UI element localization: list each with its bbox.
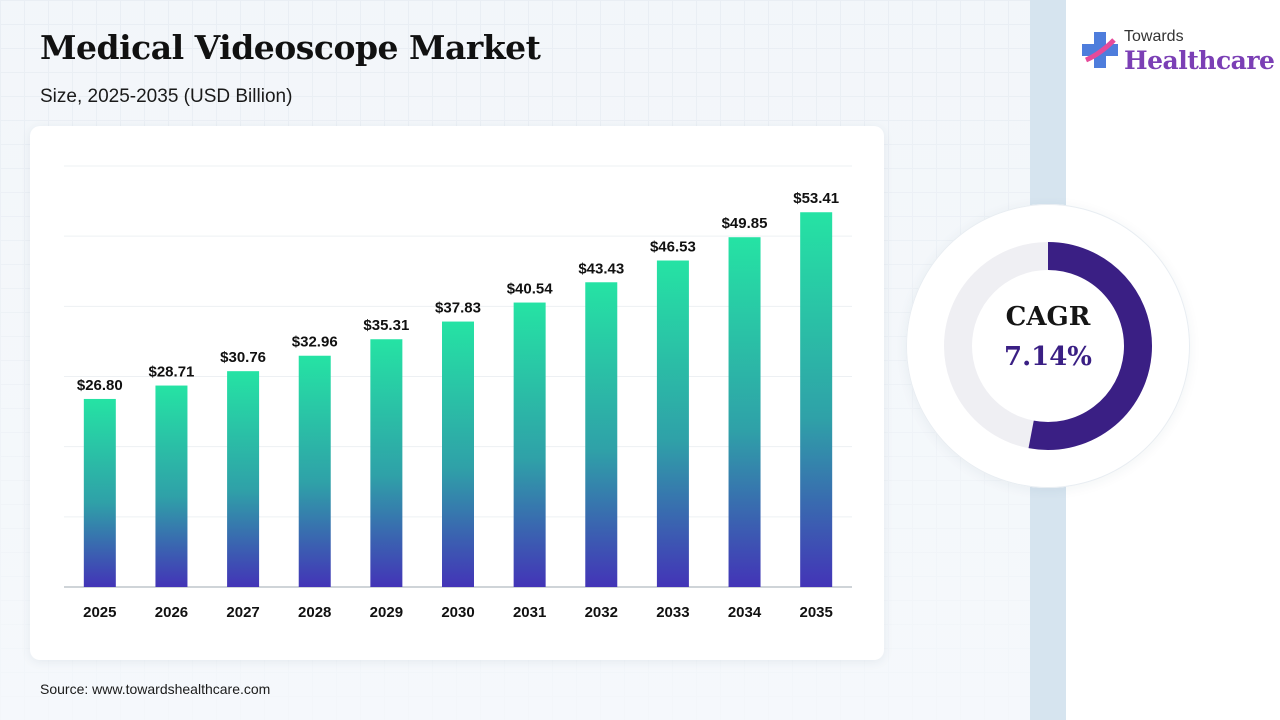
bar-2025 [83, 398, 116, 587]
chart-title: Medical Videoscope Market [40, 28, 541, 67]
x-tick-2033: 2033 [656, 604, 689, 621]
value-label-2026: $28.71 [149, 364, 195, 381]
cagr-value: 7.14% [1003, 342, 1093, 372]
bar-2029 [370, 339, 403, 587]
value-labels: $26.80 $28.71 $30.76 $32.96 $35.31 $37.83 $40.… [77, 190, 839, 394]
cagr-donut-arc [1028, 242, 1152, 450]
bar-2030 [442, 321, 474, 587]
bar-2026 [155, 385, 188, 587]
value-label-2034: $49.85 [722, 215, 768, 232]
value-label-2030: $37.83 [435, 300, 481, 317]
bar-2031 [513, 302, 546, 587]
x-tick-2031: 2031 [513, 604, 546, 621]
bar-chart: $26.80 $28.71 $30.76 $32.96 $35.31 $37.83 $40.… [64, 165, 852, 621]
value-label-2025: $26.80 [77, 377, 123, 394]
bar-2033 [656, 260, 689, 587]
x-tick-2028: 2028 [298, 604, 331, 621]
cross-logo-icon [1082, 32, 1118, 68]
value-label-2029: $35.31 [363, 317, 409, 334]
value-label-2027: $30.76 [220, 349, 266, 366]
chart-card: $26.80 $28.71 $30.76 $32.96 $35.31 $37.83 $40.… [30, 126, 884, 660]
x-tick-2029: 2029 [370, 604, 403, 621]
x-tick-labels: 2025 2026 2027 2028 2029 2030 2031 2032 2033 2034… [83, 604, 833, 621]
cagr-label: CAGR [1005, 302, 1091, 332]
x-tick-2026: 2026 [155, 604, 188, 621]
value-label-2028: $32.96 [292, 334, 338, 351]
x-tick-2034: 2034 [728, 604, 762, 621]
chart-subtitle: Size, 2025-2035 (USD Billion) [40, 86, 293, 107]
bar-2035 [800, 212, 833, 587]
x-tick-2035: 2035 [799, 604, 832, 621]
bar-2034 [728, 237, 761, 587]
cagr-donut [944, 242, 1152, 450]
bar-2032 [585, 282, 618, 587]
source-note: Source: www.towardshealthcare.com [40, 681, 271, 697]
value-label-2031: $40.54 [507, 281, 554, 298]
bar-2027 [227, 371, 260, 587]
x-tick-2027: 2027 [226, 604, 259, 621]
cagr-ring [906, 204, 1190, 488]
x-tick-2032: 2032 [585, 604, 618, 621]
value-label-2033: $46.53 [650, 239, 696, 256]
bar-2028 [298, 355, 331, 587]
brand-logo: Towards Healthcare [1080, 28, 1275, 78]
value-label-2035: $53.41 [793, 190, 839, 207]
logo-big-text: Healthcare [1124, 46, 1275, 75]
x-tick-2030: 2030 [441, 604, 474, 621]
value-label-2032: $43.43 [578, 260, 624, 277]
x-tick-2025: 2025 [83, 604, 116, 621]
logo-small-text: Towards [1124, 28, 1184, 45]
bars [83, 212, 833, 587]
